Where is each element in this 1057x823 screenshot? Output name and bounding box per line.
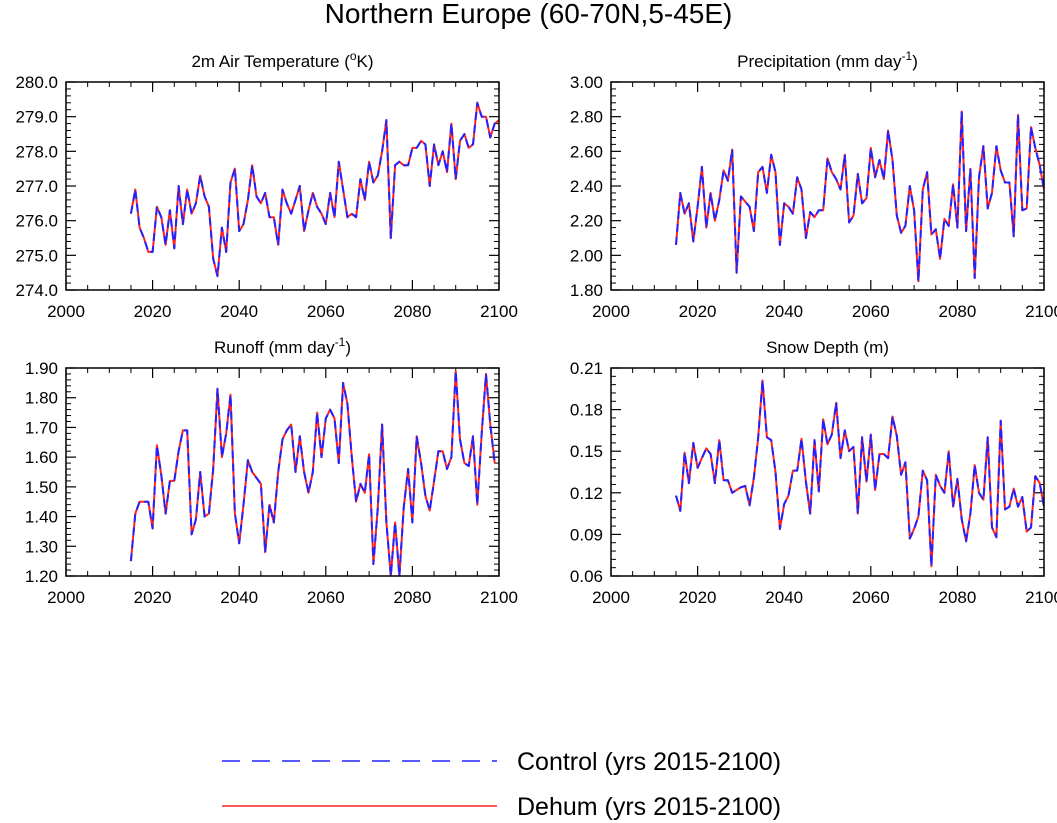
x-tick-label: 2080 [393,588,431,607]
x-tick-label: 2060 [852,588,890,607]
y-tick-label: 1.20 [25,567,58,586]
y-tick-label: 1.60 [25,448,58,467]
chart-panel-2: Precipitation (mm day-1) 2000 2020 2040 2060… [570,49,1057,321]
x-tick-label: 2040 [765,302,803,321]
panels: 2m Air Temperature (oK) 2000 2020 2040 2060 2… [15,49,1057,607]
y-tick-label: 1.90 [25,359,58,378]
x-tick-label: 2020 [134,588,172,607]
y-tick-label: 0.06 [570,567,603,586]
plot-frame [610,81,1045,291]
y-tick-label: 279.0 [15,108,58,127]
series-line-dehum [675,110,1044,283]
y-tick-label: 275.0 [15,246,58,265]
x-tick-label: 2080 [938,302,976,321]
y-tick-label: 1.40 [25,508,58,527]
y-tick-label: 0.21 [570,359,603,378]
y-tick-label: 0.15 [570,442,603,461]
series-line-dehum [129,101,499,278]
legend-label-2: Dehum (yrs 2015-2100) [517,793,781,821]
x-tick-label: 2100 [480,302,518,321]
y-tick-label: 278.0 [15,142,58,161]
x-tick-label: 2060 [852,302,890,321]
panel-title: 2m Air Temperature (oK) [191,49,373,71]
x-tick-label: 2000 [47,302,85,321]
x-tick-label: 2060 [307,302,345,321]
y-tick-label: 277.0 [15,177,58,196]
y-tick-label: 276.0 [15,212,58,231]
x-tick-label: 2100 [480,588,518,607]
chart-panel-1: 2m Air Temperature (oK) 2000 2020 2040 2060 2… [15,49,517,321]
x-tick-label: 2020 [679,588,717,607]
y-tick-label: 0.12 [570,484,603,503]
x-tick-label: 2060 [307,588,345,607]
series-line-control [675,110,1044,283]
y-tick-label: 274.0 [15,281,58,300]
y-tick-label: 2.20 [570,212,603,231]
series-line-control [129,101,499,278]
y-tick-label: 0.18 [570,401,603,420]
panel-title: Snow Depth (m) [766,338,889,357]
series-line-control [129,370,496,576]
x-tick-label: 2020 [134,302,172,321]
chart-panel-3: Runoff (mm day-1) 2000 2020 2040 2060 2080 210… [25,335,518,607]
plot-frame [65,81,500,291]
x-tick-label: 2100 [1025,302,1057,321]
legend-label-1: Control (yrs 2015-2100) [517,748,781,776]
y-tick-label: 3.00 [570,73,603,92]
x-tick-label: 2000 [592,302,630,321]
x-tick-label: 2080 [938,588,976,607]
y-tick-label: 2.60 [570,142,603,161]
y-tick-label: 2.80 [570,108,603,127]
x-tick-label: 2000 [47,588,85,607]
x-tick-label: 2040 [220,302,258,321]
panel-title: Precipitation (mm day-1) [737,49,918,71]
series-line-control [675,379,1044,568]
y-tick-label: 0.09 [570,525,603,544]
x-tick-label: 2040 [765,588,803,607]
y-tick-label: 1.80 [25,389,58,408]
x-tick-label: 2000 [592,588,630,607]
y-tick-label: 1.70 [25,418,58,437]
x-tick-label: 2080 [393,302,431,321]
chart-panel-4: Snow Depth (m) 2000 2020 2040 2060 2080 2100 0.… [570,338,1057,607]
y-tick-label: 2.40 [570,177,603,196]
legend: Control (yrs 2015-2100) Dehum (yrs 2015-2… [222,748,781,821]
x-tick-label: 2100 [1025,588,1057,607]
y-tick-label: 280.0 [15,73,58,92]
figure-title: Northern Europe (60-70N,5-45E) [324,0,733,29]
panel-title: Runoff (mm day-1) [214,335,351,357]
plot-frame [65,367,500,577]
y-tick-label: 1.80 [570,281,603,300]
y-tick-label: 1.30 [25,537,58,556]
plot-frame [610,367,1045,577]
y-tick-label: 1.50 [25,478,58,497]
x-tick-label: 2020 [679,302,717,321]
x-tick-label: 2040 [220,588,258,607]
y-tick-label: 2.00 [570,246,603,265]
